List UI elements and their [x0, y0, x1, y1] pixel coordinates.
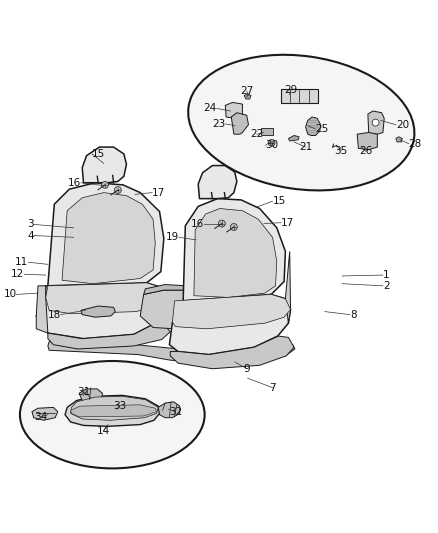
Text: 32: 32 [169, 407, 182, 417]
Text: 29: 29 [284, 85, 297, 94]
Text: 12: 12 [11, 269, 24, 279]
Text: 2: 2 [383, 281, 389, 291]
Polygon shape [368, 111, 384, 134]
Polygon shape [225, 102, 243, 118]
Text: 10: 10 [4, 289, 17, 300]
Text: 7: 7 [269, 383, 276, 393]
Polygon shape [231, 112, 248, 134]
Text: 9: 9 [244, 364, 250, 374]
Polygon shape [82, 147, 127, 183]
FancyBboxPatch shape [281, 89, 318, 103]
Text: 1: 1 [383, 270, 389, 280]
Text: 25: 25 [315, 124, 329, 134]
Polygon shape [32, 407, 58, 421]
Polygon shape [48, 342, 295, 363]
Polygon shape [194, 208, 277, 297]
Circle shape [230, 223, 237, 230]
Text: 4: 4 [27, 231, 34, 240]
Polygon shape [81, 306, 115, 317]
Text: 18: 18 [47, 310, 61, 320]
Text: 15: 15 [272, 196, 286, 206]
Ellipse shape [20, 361, 205, 469]
Polygon shape [48, 325, 170, 349]
Text: 30: 30 [265, 140, 279, 150]
Polygon shape [62, 192, 155, 284]
Polygon shape [65, 395, 159, 426]
Polygon shape [170, 294, 290, 354]
Polygon shape [46, 283, 164, 314]
Circle shape [219, 220, 225, 227]
Polygon shape [71, 405, 156, 417]
Circle shape [102, 181, 109, 188]
Polygon shape [48, 183, 164, 289]
Polygon shape [357, 133, 377, 150]
Polygon shape [36, 286, 48, 333]
Text: 15: 15 [92, 149, 106, 159]
Text: 35: 35 [335, 146, 348, 156]
Polygon shape [144, 285, 205, 296]
Ellipse shape [188, 55, 414, 190]
Text: 24: 24 [203, 103, 217, 114]
Polygon shape [173, 294, 290, 329]
Polygon shape [71, 396, 158, 421]
Polygon shape [170, 336, 294, 369]
Text: 17: 17 [281, 217, 294, 228]
Text: 16: 16 [68, 177, 81, 188]
Text: 8: 8 [350, 310, 357, 320]
Polygon shape [79, 389, 102, 402]
Polygon shape [198, 166, 237, 199]
Text: 33: 33 [113, 401, 126, 411]
Text: 31: 31 [77, 387, 90, 397]
Text: 21: 21 [299, 142, 312, 152]
Polygon shape [288, 135, 299, 141]
Text: 34: 34 [34, 412, 47, 422]
Text: 14: 14 [97, 425, 110, 435]
Circle shape [372, 119, 379, 126]
Polygon shape [396, 137, 402, 142]
Text: 16: 16 [191, 220, 204, 229]
Text: 3: 3 [27, 220, 34, 229]
Text: 17: 17 [152, 188, 166, 198]
Text: 19: 19 [166, 232, 179, 243]
Text: 23: 23 [212, 119, 225, 129]
Polygon shape [286, 252, 290, 323]
Circle shape [114, 187, 121, 193]
Polygon shape [306, 117, 321, 135]
Polygon shape [244, 94, 251, 99]
Circle shape [268, 139, 275, 146]
Polygon shape [183, 199, 286, 302]
Text: 22: 22 [251, 129, 264, 139]
Text: 27: 27 [240, 86, 253, 96]
Polygon shape [36, 283, 164, 338]
Text: 11: 11 [15, 257, 28, 267]
Text: 20: 20 [396, 120, 409, 130]
Text: 28: 28 [409, 139, 422, 149]
FancyBboxPatch shape [261, 128, 272, 135]
Polygon shape [140, 290, 205, 329]
Polygon shape [158, 402, 180, 418]
Text: 26: 26 [359, 147, 372, 156]
